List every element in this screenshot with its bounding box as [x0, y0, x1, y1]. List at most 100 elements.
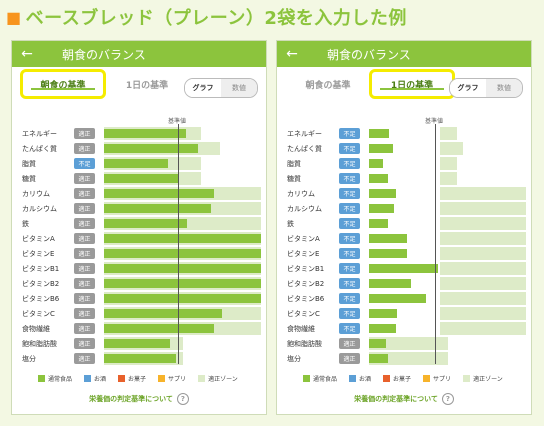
status-badge: 適正: [74, 293, 95, 304]
page-title: ■ ベースブレッド（プレーン）2袋を入力した例: [6, 2, 407, 32]
optimal-zone: [439, 292, 526, 305]
tab-daily-basis[interactable]: 1日の基準: [369, 69, 455, 99]
nutrient-row: ビタミンB1 不足: [277, 261, 531, 276]
nutrient-name: エネルギー: [22, 130, 57, 138]
toggle-graph[interactable]: グラフ: [450, 79, 486, 97]
graph-number-toggle: グラフ 数値: [449, 78, 523, 98]
toggle-number[interactable]: 数値: [486, 79, 522, 97]
nutrient-bar: [104, 174, 180, 183]
status-badge: 不足: [339, 158, 360, 169]
nutrient-name: カリウム: [287, 190, 315, 198]
status-badge: 適正: [74, 173, 95, 184]
graph-number-toggle: グラフ 数値: [184, 78, 258, 98]
status-badge: 適正: [74, 353, 95, 364]
nutrient-bar: [369, 354, 388, 363]
nutrient-bar: [369, 339, 387, 348]
legend-swatch: [423, 375, 431, 382]
toggle-graph[interactable]: グラフ: [185, 79, 221, 97]
criteria-link-text[interactable]: 栄養価の判定基準について: [89, 395, 173, 403]
status-badge: 適正: [74, 143, 95, 154]
nutrient-row: 脂質 不足: [277, 156, 531, 171]
app-bar: ← 朝食のバランス: [12, 41, 266, 67]
legend-label: 通常食品: [48, 376, 73, 383]
app-bar-title: 朝食のバランス: [327, 47, 411, 62]
nutrient-name: 鉄: [287, 220, 294, 228]
help-icon[interactable]: ?: [176, 393, 189, 405]
app-bar-title: 朝食のバランス: [62, 47, 146, 62]
toggle-number[interactable]: 数値: [221, 79, 257, 97]
nutrient-bar: [104, 129, 186, 138]
nutrient-name: ビタミンB2: [287, 280, 325, 288]
nutrient-row: 鉄 不足: [277, 216, 531, 231]
nutrient-row: 食物繊維 適正: [12, 321, 266, 336]
legend-item: サプリ: [158, 374, 186, 383]
nutrient-row: ビタミンE 不足: [277, 246, 531, 261]
phone-panel-breakfast-basis: ← 朝食のバランス 朝食の基準 1日の基準 グラフ 数値 基準値 エネルギー 適正 たんぱく質 適正…: [11, 40, 267, 415]
nutrient-row: カリウム 適正: [12, 186, 266, 201]
tab-breakfast-basis[interactable]: 朝食の基準: [305, 80, 351, 91]
legend-item: お菓子: [383, 374, 411, 383]
back-arrow-icon[interactable]: ←: [286, 46, 298, 62]
nutrient-row: ビタミンA 適正: [12, 231, 266, 246]
criteria-link[interactable]: 栄養価の判定基準について?: [277, 393, 531, 405]
reference-line: [435, 124, 436, 364]
status-badge: 不足: [339, 278, 360, 289]
optimal-zone: [439, 262, 526, 275]
legend-swatch: [383, 375, 391, 382]
reference-line: [178, 124, 179, 364]
nutrient-bar: [104, 159, 169, 168]
status-badge: 適正: [74, 248, 95, 259]
legend: 通常食品 お酒 お菓子 サプリ 適正ゾーン: [38, 374, 258, 383]
nutrient-bar: [369, 324, 396, 333]
nutrient-row: 飽和脂肪酸 適正: [12, 336, 266, 351]
nutrient-row: たんぱく質 適正: [12, 141, 266, 156]
criteria-link-text[interactable]: 栄養価の判定基準について: [354, 395, 438, 403]
nutrient-row: 糖質 適正: [12, 171, 266, 186]
back-arrow-icon[interactable]: ←: [21, 46, 33, 62]
criteria-link[interactable]: 栄養価の判定基準について?: [12, 393, 266, 405]
nutrient-name: ビタミンC: [22, 310, 55, 318]
optimal-zone: [439, 187, 526, 200]
status-badge: 不足: [74, 158, 95, 169]
legend-item: サプリ: [423, 374, 451, 383]
legend-item: 通常食品: [303, 374, 337, 383]
nutrient-bar: [369, 219, 388, 228]
nutrient-bar: [104, 279, 261, 288]
nutrient-name: ビタミンB6: [22, 295, 60, 303]
nutrient-row: 塩分 適正: [12, 351, 266, 366]
nutrient-bar: [369, 264, 439, 273]
optimal-zone: [439, 127, 457, 140]
tab-breakfast-basis[interactable]: 朝食の基準: [20, 69, 106, 99]
status-badge: 適正: [339, 338, 360, 349]
tab-daily-basis[interactable]: 1日の基準: [125, 80, 169, 91]
nutrient-bar: [369, 204, 395, 213]
legend-item: お酒: [349, 374, 371, 383]
optimal-zone: [439, 142, 464, 155]
nutrient-name: ビタミンA: [22, 235, 55, 243]
nutrient-bar: [369, 234, 407, 243]
legend-swatch: [118, 375, 126, 382]
legend-item: 適正ゾーン: [463, 374, 503, 383]
nutrient-name: たんぱく質: [287, 145, 322, 153]
status-badge: 適正: [74, 338, 95, 349]
legend-item: お酒: [84, 374, 106, 383]
optimal-zone: [439, 307, 526, 320]
optimal-zone: [439, 172, 457, 185]
nutrient-bar: [104, 264, 261, 273]
status-badge: 適正: [74, 308, 95, 319]
status-badge: 不足: [339, 233, 360, 244]
nutrient-name: 脂質: [22, 160, 36, 168]
nutrient-name: ビタミンE: [22, 250, 55, 258]
status-badge: 不足: [339, 218, 360, 229]
nutrient-bar: [104, 219, 188, 228]
legend-label: サプリ: [168, 376, 187, 383]
nutrient-bar: [104, 354, 177, 363]
legend-item: 通常食品: [38, 374, 72, 383]
help-icon[interactable]: ?: [441, 393, 454, 405]
status-badge: 不足: [339, 128, 360, 139]
phone-panel-daily-basis: ← 朝食のバランス 朝食の基準 1日の基準 グラフ 数値 基準値 エネルギー 不足 たんぱく質 不足…: [276, 40, 532, 415]
nutrient-name: たんぱく質: [22, 145, 57, 153]
status-badge: 不足: [339, 143, 360, 154]
status-badge: 不足: [339, 188, 360, 199]
nutrient-name: ビタミンC: [287, 310, 320, 318]
